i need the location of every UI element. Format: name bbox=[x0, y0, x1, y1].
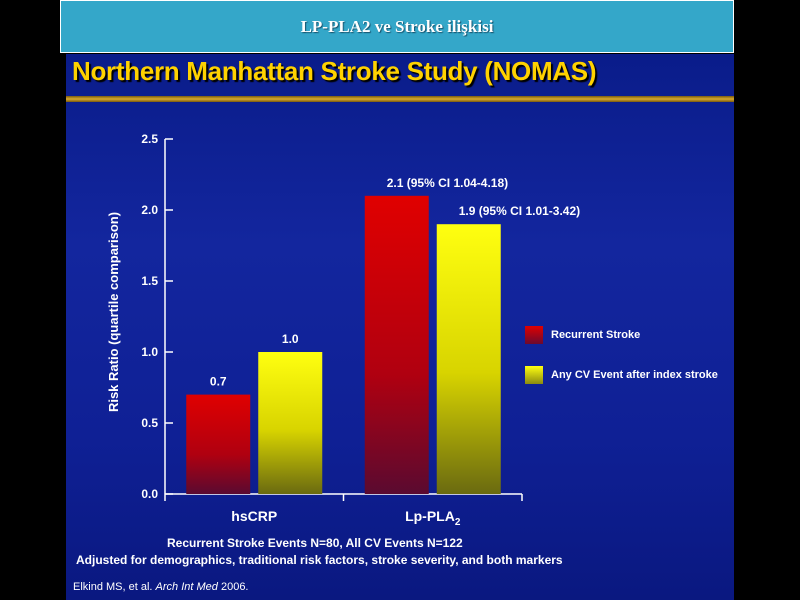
legend-label-recurrent-stroke: Recurrent Stroke bbox=[551, 329, 641, 341]
data-label: 1.9 (95% CI 1.01-3.42) bbox=[459, 204, 580, 218]
events-note: Recurrent Stroke Events N=80, All CV Eve… bbox=[167, 536, 463, 550]
x-tick-label-subscript: 2 bbox=[455, 517, 461, 528]
header-title: LP-PLA2 ve Stroke ilişkisi bbox=[300, 16, 494, 36]
adjusted-note: Adjusted for demographics, traditional r… bbox=[76, 553, 563, 567]
chart-labels: 0.7 1.0 hsCRP 2.1 (95% CI 1.04-4.18) 1.9 (95… bbox=[210, 176, 580, 528]
slide-title: Northern Manhattan Stroke Study (NOMAS) bbox=[72, 56, 597, 86]
y-tick-label: 1.0 bbox=[141, 345, 158, 359]
y-axis-label: Risk Ratio (quartile comparison) bbox=[106, 212, 121, 412]
citation-authors: Elkind MS, et al. bbox=[73, 581, 156, 593]
y-tick-label: 2.0 bbox=[141, 203, 158, 217]
x-tick-label-main: Lp-PLA bbox=[405, 508, 455, 524]
chart-bars bbox=[186, 195, 501, 495]
title-divider bbox=[66, 96, 734, 102]
x-tick-label: Lp-PLA2 bbox=[405, 508, 461, 528]
citation-year: 2006. bbox=[217, 581, 249, 593]
bar-lp-pla2-series-1 bbox=[436, 224, 501, 494]
legend-swatch-recurrent-stroke bbox=[525, 326, 543, 344]
citation: Elkind MS, et al. Arch Int Med 2006. bbox=[73, 581, 249, 593]
bar-lp-pla2-series-0 bbox=[364, 195, 429, 495]
y-tick-label: 2.5 bbox=[141, 132, 158, 146]
y-tick-label: 0.0 bbox=[141, 487, 158, 501]
data-label: 0.7 bbox=[210, 375, 227, 389]
data-label: 2.1 (95% CI 1.04-4.18) bbox=[387, 176, 508, 190]
y-tick-label: 1.5 bbox=[141, 274, 158, 288]
legend-item-any-cv-event: Any CV Event after index stroke bbox=[525, 366, 718, 384]
legend-swatch-any-cv-event bbox=[525, 366, 543, 384]
legend-label-any-cv-event: Any CV Event after index stroke bbox=[551, 369, 718, 381]
y-tick-label: 0.5 bbox=[141, 416, 158, 430]
bar-hscrp-series-0 bbox=[186, 394, 251, 494]
data-label: 1.0 bbox=[282, 332, 299, 346]
bar-hscrp-series-1 bbox=[258, 352, 323, 494]
header-banner: LP-PLA2 ve Stroke ilişkisi bbox=[60, 0, 734, 53]
legend-item-recurrent-stroke: Recurrent Stroke bbox=[525, 326, 640, 344]
x-tick-label-main: hsCRP bbox=[231, 508, 277, 524]
citation-journal: Arch Int Med bbox=[155, 581, 218, 593]
x-tick-label: hsCRP bbox=[231, 508, 277, 524]
